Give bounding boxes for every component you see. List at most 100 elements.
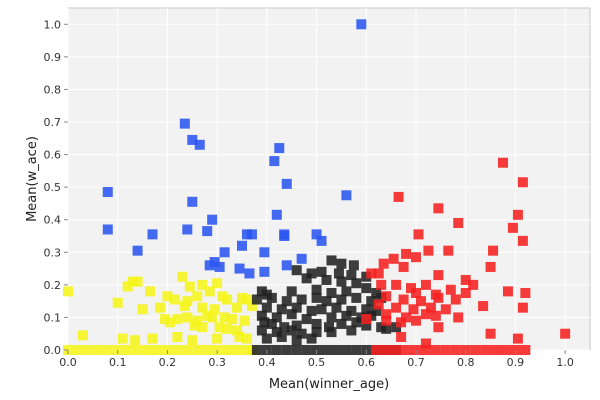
data-point <box>512 209 523 220</box>
data-point <box>197 322 208 333</box>
data-point <box>234 263 245 274</box>
data-point <box>239 315 250 326</box>
data-point <box>396 317 407 328</box>
data-point <box>232 345 243 355</box>
data-point <box>251 345 262 355</box>
data-point <box>361 304 372 315</box>
data-point <box>326 288 337 298</box>
data-point <box>401 345 412 355</box>
data-point <box>132 245 143 256</box>
data-point <box>112 297 123 308</box>
data-point <box>373 299 384 310</box>
data-point <box>502 286 513 297</box>
data-point <box>276 304 287 315</box>
data-point <box>182 345 193 355</box>
data-point <box>271 209 282 220</box>
data-point <box>63 286 73 297</box>
data-point <box>132 345 143 355</box>
data-point <box>336 294 347 305</box>
data-point <box>172 314 183 325</box>
data-point <box>430 345 441 355</box>
data-point <box>443 245 454 256</box>
data-point <box>202 345 213 355</box>
y-tick-label: 0.7 <box>44 116 62 129</box>
data-point <box>478 301 489 312</box>
data-point <box>162 291 173 302</box>
data-point <box>391 279 402 290</box>
data-point <box>271 312 282 323</box>
y-tick-label: 0.2 <box>44 279 62 292</box>
data-point <box>281 296 292 307</box>
data-point <box>291 335 302 346</box>
data-point <box>517 235 528 246</box>
data-point <box>488 245 499 256</box>
data-point <box>279 229 290 240</box>
data-point <box>142 345 153 355</box>
data-point <box>341 286 352 297</box>
data-point <box>311 284 322 295</box>
data-point <box>423 245 434 256</box>
data-point <box>179 301 190 312</box>
data-point <box>219 312 230 323</box>
data-point <box>212 278 223 289</box>
data-point <box>286 309 297 320</box>
data-point <box>336 276 347 287</box>
series-0 <box>102 19 367 279</box>
data-point <box>117 333 128 344</box>
data-point <box>316 235 327 246</box>
data-point <box>346 270 357 281</box>
data-point <box>204 260 215 271</box>
data-point <box>237 240 247 251</box>
data-point <box>311 292 322 303</box>
data-point <box>411 315 421 326</box>
data-point <box>450 294 461 305</box>
data-point <box>256 310 267 321</box>
data-point <box>373 268 384 279</box>
data-point <box>430 310 441 321</box>
data-point <box>411 252 421 263</box>
data-point <box>440 345 451 355</box>
data-point <box>227 314 238 325</box>
data-point <box>341 345 352 355</box>
x-tick-label: 0.8 <box>457 356 475 369</box>
data-point <box>207 312 218 323</box>
data-point <box>279 322 290 333</box>
data-point <box>286 286 297 297</box>
data-point <box>301 314 312 325</box>
data-point <box>520 288 531 298</box>
data-point <box>296 253 307 264</box>
data-point <box>189 320 200 331</box>
y-tick-label: 0.3 <box>44 246 62 259</box>
data-point <box>420 345 431 355</box>
data-points <box>63 19 571 355</box>
data-point <box>209 304 220 315</box>
data-point <box>333 268 344 279</box>
data-point <box>92 345 103 355</box>
data-point <box>361 320 372 331</box>
data-point <box>291 345 302 355</box>
data-point <box>371 345 382 355</box>
y-axis: 0.0 0.1 0.2 0.3 0.4 0.5 0.6 0.7 0.8 0.9 1.0 <box>44 18 68 357</box>
data-point <box>296 328 307 339</box>
data-point <box>393 191 404 202</box>
data-point <box>433 292 444 303</box>
data-point <box>413 229 424 240</box>
data-point <box>222 345 233 355</box>
data-point <box>388 253 399 264</box>
data-point <box>102 187 113 198</box>
data-point <box>187 335 198 346</box>
data-point <box>232 325 243 336</box>
data-point <box>266 318 277 329</box>
x-tick-label: 0.3 <box>208 356 226 369</box>
data-point <box>490 345 501 355</box>
data-point <box>420 309 431 320</box>
x-tick-label: 0.0 <box>59 356 77 369</box>
x-tick-label: 0.9 <box>507 356 525 369</box>
data-point <box>480 345 491 355</box>
data-point <box>398 261 409 272</box>
data-point <box>433 322 444 333</box>
data-point <box>212 333 223 344</box>
data-point <box>351 317 362 328</box>
data-point <box>271 345 282 355</box>
data-point <box>453 217 464 228</box>
